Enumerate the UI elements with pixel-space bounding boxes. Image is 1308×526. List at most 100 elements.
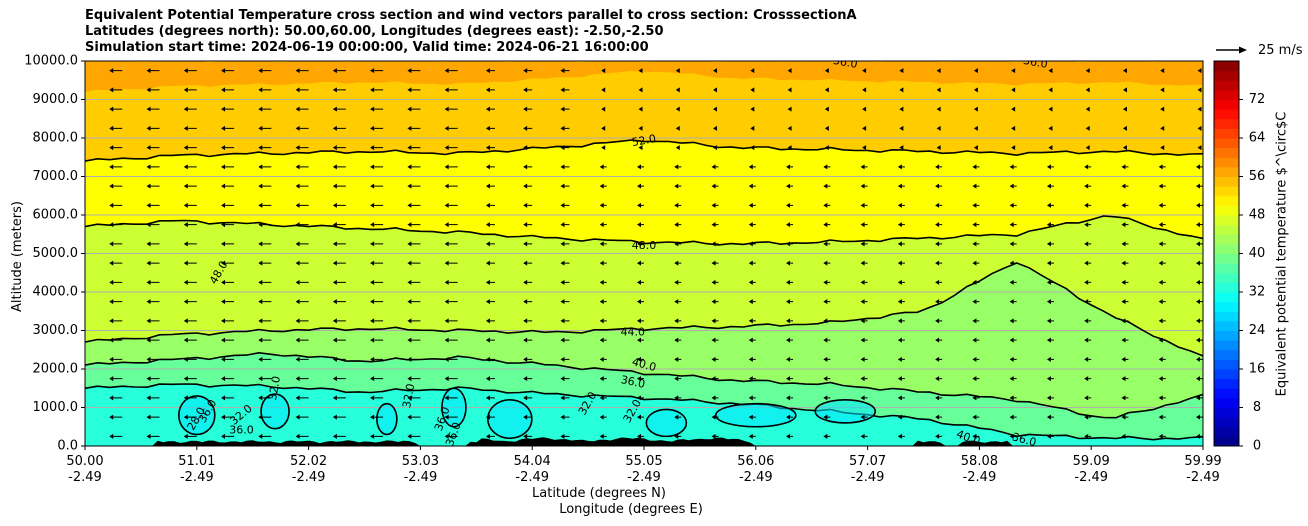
wind-vector	[1197, 68, 1202, 74]
wind-vector-head	[897, 395, 902, 401]
wind-vector-head	[332, 279, 337, 285]
wind-vector-head	[748, 279, 753, 285]
wind-vector	[109, 337, 123, 343]
wind-vector-head	[407, 87, 412, 93]
wind-vector-head	[444, 222, 449, 228]
wind-vector-head	[146, 164, 151, 170]
wind-vector-head	[787, 145, 792, 151]
wind-vector	[860, 241, 868, 247]
wind-vector	[897, 414, 905, 420]
wind-vector-head	[637, 318, 641, 324]
wind-vector	[1084, 279, 1092, 285]
wind-vector	[935, 376, 943, 382]
wind-vector	[1084, 299, 1092, 305]
wind-vector-head	[523, 279, 528, 285]
wind-vector	[1085, 145, 1090, 151]
colorbar-tick-label: 0	[1253, 439, 1261, 454]
wind-vector-head	[897, 183, 902, 189]
wind-vector-head	[183, 395, 188, 401]
wind-vector	[637, 356, 644, 362]
wind-vector-head	[485, 87, 490, 93]
wind-vector	[1158, 260, 1166, 266]
wind-vector	[862, 145, 867, 151]
wind-vector	[1158, 164, 1166, 170]
wind-vector	[860, 433, 868, 439]
wind-vector-head	[786, 414, 791, 420]
x-tick-label-lon: -2.49	[1186, 470, 1220, 485]
wind-vector-head	[523, 106, 528, 112]
contour-line-44.0	[85, 262, 1203, 357]
wind-vector-head	[935, 356, 940, 362]
wind-vector	[1158, 241, 1166, 247]
wind-vector	[295, 202, 309, 208]
wind-vector-head	[1160, 87, 1165, 93]
wind-vector-head	[860, 356, 865, 362]
colorbar-band	[1214, 330, 1239, 341]
wind-vector-head	[637, 260, 641, 266]
wind-vector-head	[109, 414, 114, 420]
wind-vector	[560, 260, 570, 266]
wind-vector-head	[935, 376, 940, 382]
wind-vector-head	[221, 376, 226, 382]
wind-vector-head	[1009, 260, 1014, 266]
wind-vector	[221, 279, 235, 285]
wind-vector-head	[146, 68, 151, 74]
wind-vector-head	[1121, 356, 1126, 362]
wind-vector	[332, 356, 346, 362]
wind-vector-head	[295, 164, 300, 170]
colorbar-band	[1214, 378, 1239, 389]
wind-vector	[560, 318, 570, 324]
wind-vector	[1121, 241, 1129, 247]
wind-vector	[146, 125, 160, 131]
wind-vector-head	[1158, 414, 1163, 420]
wind-vector	[637, 395, 644, 401]
wind-vector	[897, 164, 905, 170]
wind-vector	[750, 145, 755, 151]
wind-vector	[1046, 395, 1054, 401]
wind-vector	[332, 87, 346, 93]
wind-vector	[332, 68, 346, 74]
wind-vector	[295, 260, 309, 266]
wind-vector-head	[485, 376, 490, 382]
wind-vector-head	[109, 395, 114, 401]
wind-vector-head	[1046, 376, 1051, 382]
wind-vector	[523, 87, 533, 93]
wind-vector	[1121, 337, 1129, 343]
wind-vector	[183, 318, 197, 324]
wind-vector-head	[485, 164, 490, 170]
wind-vector-head	[599, 222, 604, 228]
wind-vector-head	[221, 279, 226, 285]
wind-vector	[637, 241, 644, 247]
wind-vector-head	[258, 279, 263, 285]
wind-vector-head	[444, 299, 449, 305]
wind-vector	[109, 87, 123, 93]
wind-vector	[485, 106, 495, 112]
wind-vector	[444, 260, 458, 266]
x-tick-label-lat: 55.05	[625, 454, 662, 469]
wind-vector-head	[560, 356, 565, 362]
wind-vector	[1085, 87, 1090, 93]
wind-vector-head	[824, 145, 829, 151]
wind-vector-head	[146, 222, 151, 228]
wind-vector-head	[637, 356, 641, 362]
wind-vector	[674, 318, 682, 324]
wind-vector	[146, 395, 160, 401]
wind-vector	[183, 433, 197, 439]
wind-vector-head	[786, 260, 791, 266]
wind-vector	[1046, 318, 1054, 324]
wind-vector	[711, 279, 719, 285]
wind-vector	[560, 395, 570, 401]
wind-vector-head	[823, 222, 828, 228]
wind-vector	[972, 222, 980, 228]
wind-vector-head	[1084, 222, 1089, 228]
wind-vector-head	[332, 356, 337, 362]
wind-vector-head	[713, 125, 718, 131]
y-tick-label: 10000.0	[24, 54, 78, 69]
wind-vector-head	[560, 260, 565, 266]
wind-vector-head	[935, 395, 940, 401]
wind-vector-head	[1121, 202, 1126, 208]
wind-vector	[370, 202, 384, 208]
wind-vector-head	[183, 356, 188, 362]
wind-vector-head	[748, 414, 753, 420]
wind-vector	[711, 356, 719, 362]
